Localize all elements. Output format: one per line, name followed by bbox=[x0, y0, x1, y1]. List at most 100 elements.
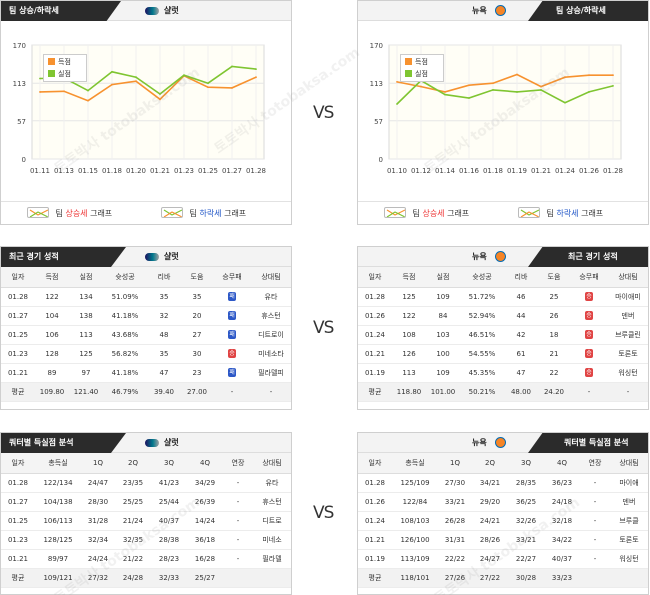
table-cell: 26/39 bbox=[187, 492, 223, 512]
x-tick-label: 01.27 bbox=[222, 167, 242, 175]
table-cell: 01.26 bbox=[358, 492, 392, 512]
data-point bbox=[231, 87, 233, 89]
data-point bbox=[39, 77, 41, 80]
vs-label-2: VS bbox=[313, 318, 334, 338]
data-point bbox=[183, 74, 185, 77]
x-tick-label: 01.25 bbox=[198, 167, 218, 175]
y-tick-label: 57 bbox=[374, 118, 383, 126]
table-cell: 97 bbox=[69, 363, 103, 383]
table-cell: 24/27 bbox=[472, 549, 508, 569]
recent-header-title: 최근 경기 성적 bbox=[528, 247, 648, 267]
table-cell: 워싱턴 bbox=[610, 549, 648, 569]
table-header-row: 일자 총득실 1Q 2Q 3Q 4Q 연장 상대팀 bbox=[358, 453, 648, 474]
team-name: 샬럿 bbox=[164, 6, 179, 15]
table-cell: 35 bbox=[147, 287, 181, 307]
table-cell: 118.80 bbox=[392, 382, 426, 402]
table-cell: 26 bbox=[538, 306, 570, 326]
table-row: 01.21 89/97 24/24 21/22 28/23 16/28- 필라델 bbox=[1, 549, 291, 569]
table-cell: 21/24 bbox=[115, 511, 151, 531]
result-cell: 승 bbox=[570, 344, 608, 364]
table-cell: 01.28 bbox=[1, 287, 35, 307]
table-cell: 필라델 bbox=[253, 549, 291, 569]
data-point bbox=[255, 68, 257, 71]
y-tick-label: 113 bbox=[370, 80, 383, 88]
column-header: 슛성공 bbox=[460, 267, 504, 288]
table-cell: 113 bbox=[392, 363, 426, 383]
downtrend-graph-icon bbox=[518, 207, 540, 218]
table-cell: 16/28 bbox=[187, 549, 223, 569]
table-header-row: 일자 득점 실점 슛성공 리바 도움 승무패 상대팀 bbox=[1, 267, 291, 288]
data-point bbox=[396, 80, 398, 83]
average-row: 평균 109.80 121.40 46.79% 39.40 27.00- - bbox=[1, 382, 291, 402]
series-line bbox=[396, 79, 614, 105]
table-cell: - bbox=[570, 382, 608, 402]
column-header: 연장 bbox=[580, 453, 610, 474]
table-cell: 01.19 bbox=[358, 363, 392, 383]
legend-score: 득점 bbox=[415, 58, 428, 66]
x-tick-label: 01.20 bbox=[126, 167, 146, 175]
table-cell: 23 bbox=[181, 363, 213, 383]
legend-conceded: 실점 bbox=[415, 70, 428, 78]
column-header: 승무패 bbox=[570, 267, 608, 288]
data-point bbox=[540, 85, 542, 88]
table-row: 01.25 106 113 43.68% 48 27 패 디트로이 bbox=[1, 325, 291, 345]
recent-panel-right: 뉴욕 최근 경기 성적 일자 득점 실점 슛성공 리바 도움 승무패 상대팀 01.28 125 1… bbox=[357, 246, 649, 410]
data-point bbox=[612, 74, 614, 77]
data-point bbox=[564, 76, 566, 79]
trend-chart-left: 0 57 113 170 01.11 01.13 01.15 01.18 01.20 01.21 0… bbox=[13, 42, 266, 175]
table-row: 01.24 108 103 46.51% 42 18 승 브루클린 bbox=[358, 325, 648, 345]
table-cell: 106/113 bbox=[35, 511, 81, 531]
table-cell: 24/21 bbox=[472, 511, 508, 531]
data-point bbox=[231, 65, 233, 68]
table-cell: 24/24 bbox=[81, 549, 115, 569]
table-cell: 01.27 bbox=[1, 492, 35, 512]
table-cell: 35 bbox=[181, 287, 213, 307]
table-cell: 24/47 bbox=[81, 473, 115, 493]
table-cell: - bbox=[223, 511, 253, 531]
table-cell: 01.26 bbox=[358, 306, 392, 326]
x-tick-label: 01.18 bbox=[483, 167, 503, 175]
table-cell: 41.18% bbox=[103, 306, 147, 326]
table-cell: 디트로 bbox=[253, 511, 291, 531]
opponent-cell: 유타 bbox=[251, 287, 291, 307]
opponent-cell: 휴스턴 bbox=[251, 306, 291, 326]
table-cell: 18 bbox=[538, 325, 570, 345]
result-badge: 승 bbox=[585, 349, 593, 358]
legend-conceded: 실점 bbox=[58, 70, 71, 78]
column-header: 도움 bbox=[181, 267, 213, 288]
table-cell: 39.40 bbox=[147, 382, 181, 402]
data-point bbox=[516, 73, 518, 76]
column-header: 득점 bbox=[35, 267, 69, 288]
column-header: 상대팀 bbox=[608, 267, 648, 288]
data-point bbox=[612, 85, 614, 87]
table-cell: 125 bbox=[392, 287, 426, 307]
opponent-cell: 덴버 bbox=[608, 306, 648, 326]
table-cell: 01.28 bbox=[358, 287, 392, 307]
team-name: 뉴욕 bbox=[472, 438, 487, 447]
table-cell: 25 bbox=[538, 287, 570, 307]
series-line bbox=[396, 73, 613, 93]
table-cell: 106 bbox=[35, 325, 69, 345]
trend-header-right: 뉴욕 팀 상승/하락세 bbox=[358, 1, 648, 21]
data-point bbox=[516, 91, 518, 93]
table-cell: 89 bbox=[35, 363, 69, 383]
table-cell: 89/97 bbox=[35, 549, 81, 569]
table-cell: 미네소 bbox=[253, 530, 291, 550]
hornets-logo-icon bbox=[145, 253, 159, 261]
table-cell bbox=[223, 568, 253, 588]
column-header: 2Q bbox=[115, 453, 151, 474]
data-point bbox=[111, 83, 113, 86]
team-name: 뉴욕 bbox=[472, 252, 487, 261]
table-cell: 109/121 bbox=[35, 568, 81, 588]
series-line bbox=[39, 74, 257, 102]
table-cell: 14/24 bbox=[187, 511, 223, 531]
quarter-panel-left: 쿼터별 득실점 분석 샬럿 일자 총득실 1Q 2Q 3Q 4Q 연장 상대팀 01.28 122… bbox=[0, 432, 292, 595]
x-tick-label: 01.18 bbox=[102, 167, 122, 175]
average-row: 평균 109/121 27/32 24/28 32/33 25/27 bbox=[1, 568, 291, 588]
table-cell: 24.20 bbox=[538, 382, 570, 402]
data-point bbox=[420, 85, 422, 88]
table-cell: - bbox=[251, 382, 291, 402]
table-cell: 51.09% bbox=[103, 287, 147, 307]
vs-label-3: VS bbox=[313, 503, 334, 523]
x-tick-label: 01.10 bbox=[387, 167, 407, 175]
